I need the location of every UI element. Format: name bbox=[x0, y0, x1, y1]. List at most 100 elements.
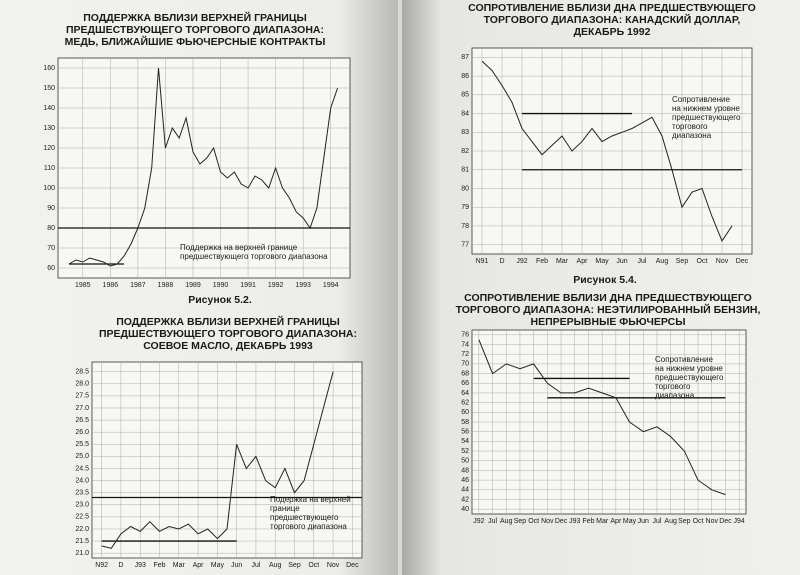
annotation: предшествующего bbox=[270, 513, 339, 522]
x-tick-label: J94 bbox=[734, 518, 745, 525]
chart-title: ПРЕДШЕСТВУЮЩЕГО ТОРГОВОГО ДИАПАЗОНА: bbox=[66, 24, 324, 36]
x-tick-label: May bbox=[623, 518, 637, 525]
y-tick-label: 130 bbox=[43, 125, 55, 132]
x-tick-label: Jul bbox=[488, 518, 497, 525]
x-tick-label: Dec bbox=[555, 518, 568, 525]
x-tick-label: 1988 bbox=[158, 282, 174, 289]
x-tick-label: Nov bbox=[706, 518, 719, 525]
annotation: Сопротивление bbox=[672, 95, 730, 104]
y-tick-label: 100 bbox=[43, 185, 55, 192]
y-tick-label: 72 bbox=[461, 351, 469, 358]
y-tick-label: 90 bbox=[47, 205, 55, 212]
x-tick-label: Jul bbox=[251, 562, 260, 569]
y-tick-label: 28.0 bbox=[75, 381, 89, 388]
price-line bbox=[478, 339, 726, 496]
y-tick-label: 27.0 bbox=[75, 405, 89, 412]
x-tick-label: Dec bbox=[719, 518, 732, 525]
x-tick-label: Apr bbox=[610, 518, 622, 525]
annotation: торгового диапазона bbox=[270, 522, 347, 531]
annotation: Сопротивление bbox=[655, 355, 713, 364]
y-tick-label: 40 bbox=[461, 506, 469, 513]
x-tick-label: D bbox=[499, 258, 504, 265]
annotation: на нижнем уровне bbox=[655, 364, 723, 373]
chart-title: СОЕВОЕ МАСЛО, ДЕКАБРЬ 1993 bbox=[143, 340, 313, 352]
caption: Рисунок 5.4. bbox=[573, 274, 637, 286]
x-tick-label: J93 bbox=[569, 518, 580, 525]
x-tick-label: May bbox=[595, 258, 609, 265]
price-line bbox=[481, 60, 733, 242]
x-tick-label: 1986 bbox=[103, 282, 119, 289]
x-tick-label: 1992 bbox=[268, 282, 284, 289]
x-tick-label: Mar bbox=[596, 518, 609, 525]
y-tick-label: 24.0 bbox=[75, 477, 89, 484]
x-tick-label: Dec bbox=[736, 258, 749, 265]
x-tick-label: N92 bbox=[95, 562, 108, 569]
x-tick-label: Nov bbox=[541, 518, 554, 525]
y-tick-label: 120 bbox=[43, 145, 55, 152]
x-tick-label: Sep bbox=[678, 518, 691, 525]
annotation: Поддержка на верхней границе bbox=[180, 243, 298, 252]
x-tick-label: Mar bbox=[556, 258, 569, 265]
x-tick-label: J92 bbox=[516, 258, 527, 265]
chart-title: ТОРГОВОГО ДИАПАЗОНА: КАНАДСКИЙ ДОЛЛАР, bbox=[484, 13, 741, 26]
x-tick-label: Feb bbox=[153, 562, 165, 569]
y-tick-label: 79 bbox=[461, 204, 469, 211]
x-tick-label: Jun bbox=[231, 562, 242, 569]
annotation: предшествующего bbox=[672, 113, 741, 122]
x-tick-label: 1987 bbox=[130, 282, 146, 289]
chart-title: ДЕКАБРЬ 1992 bbox=[574, 26, 651, 38]
y-tick-label: 140 bbox=[43, 105, 55, 112]
chart-title: СОПРОТИВЛЕНИЕ ВБЛИЗИ ДНА ПРЕДШЕСТВУЮЩЕГО bbox=[468, 2, 756, 14]
x-tick-label: 1994 bbox=[323, 282, 339, 289]
y-tick-label: 23.5 bbox=[75, 490, 89, 497]
y-tick-label: 27.5 bbox=[75, 393, 89, 400]
y-tick-label: 25.5 bbox=[75, 441, 89, 448]
y-tick-label: 21.0 bbox=[75, 550, 89, 557]
y-tick-label: 26.5 bbox=[75, 417, 89, 424]
y-tick-label: 150 bbox=[43, 85, 55, 92]
chart-title: ПОДДЕРЖКА ВБЛИЗИ ВЕРХНЕЙ ГРАНИЦЫ bbox=[83, 11, 307, 24]
annotation: предшествующего bbox=[655, 373, 724, 382]
x-tick-label: May bbox=[211, 562, 225, 569]
annotation: на нижнем уровне bbox=[672, 104, 740, 113]
y-tick-label: 82 bbox=[461, 148, 469, 155]
x-tick-label: Sep bbox=[514, 518, 527, 525]
x-tick-label: J92 bbox=[473, 518, 484, 525]
y-tick-label: 28.5 bbox=[75, 369, 89, 376]
y-tick-label: 62 bbox=[461, 399, 469, 406]
y-tick-label: 66 bbox=[461, 380, 469, 387]
chart-title: НЕПРЕРЫВНЫЕ ФЬЮЧЕРСЫ bbox=[531, 316, 686, 328]
y-tick-label: 83 bbox=[461, 129, 469, 136]
y-tick-label: 24.5 bbox=[75, 465, 89, 472]
y-tick-label: 60 bbox=[47, 265, 55, 272]
x-tick-label: 1991 bbox=[240, 282, 256, 289]
y-tick-label: 60 bbox=[461, 409, 469, 416]
y-tick-label: 85 bbox=[461, 92, 469, 99]
annotation: торгового bbox=[655, 382, 691, 391]
y-tick-label: 64 bbox=[461, 390, 469, 397]
x-tick-label: Dec bbox=[346, 562, 359, 569]
y-tick-label: 68 bbox=[461, 370, 469, 377]
price-line bbox=[68, 67, 339, 267]
x-tick-label: D bbox=[118, 562, 123, 569]
annotation: диапазона bbox=[655, 391, 695, 400]
y-tick-label: 22.0 bbox=[75, 526, 89, 533]
y-tick-label: 42 bbox=[461, 496, 469, 503]
x-tick-label: Mar bbox=[173, 562, 186, 569]
x-tick-label: Feb bbox=[582, 518, 594, 525]
annotation: границе bbox=[270, 504, 300, 513]
y-tick-label: 54 bbox=[461, 438, 469, 445]
x-tick-label: Jun bbox=[616, 258, 627, 265]
x-tick-label: J93 bbox=[135, 562, 146, 569]
y-tick-label: 160 bbox=[43, 65, 55, 72]
y-tick-label: 81 bbox=[461, 167, 469, 174]
y-tick-label: 46 bbox=[461, 477, 469, 484]
y-tick-label: 70 bbox=[461, 361, 469, 368]
x-tick-label: Nov bbox=[327, 562, 340, 569]
x-tick-label: Oct bbox=[308, 562, 319, 569]
x-tick-label: Sep bbox=[288, 562, 301, 569]
x-tick-label: Aug bbox=[269, 562, 282, 569]
y-tick-label: 26.0 bbox=[75, 429, 89, 436]
